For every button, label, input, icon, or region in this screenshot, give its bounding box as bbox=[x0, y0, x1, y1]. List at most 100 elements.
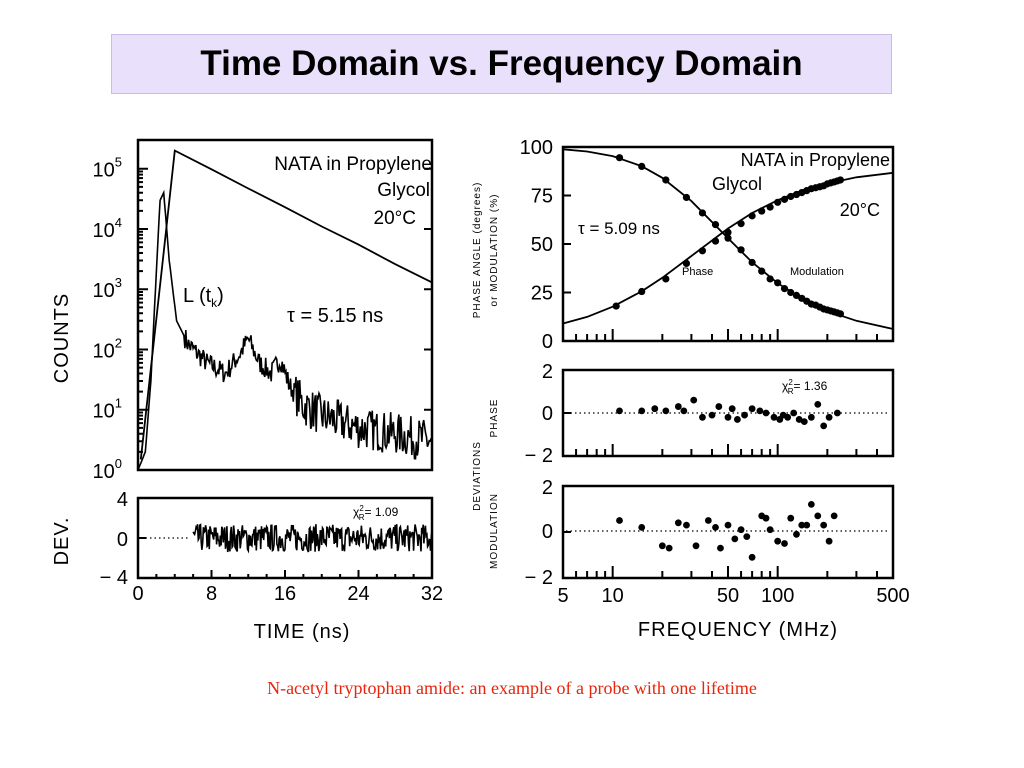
time-x-tick-label: 24 bbox=[347, 583, 369, 605]
freq-annotation-temperature: 20°C bbox=[840, 200, 880, 220]
mod-dev-panel: 2 0 − 2 MODULATION DEVIATIONS 5 10 50 100 50… bbox=[472, 441, 910, 641]
freq-y-tick-label: 100 bbox=[520, 137, 553, 159]
phase-dev-point bbox=[748, 405, 756, 413]
mod-dev-points bbox=[616, 501, 838, 561]
decay-annotation-temperature: 20°C bbox=[374, 208, 416, 229]
mod-dev-point bbox=[712, 524, 719, 531]
phase-data-point bbox=[780, 195, 789, 203]
phase-chi-symbol: χ bbox=[782, 379, 789, 393]
lamp-label-sub: k bbox=[211, 296, 218, 310]
phase-data-points bbox=[612, 176, 845, 310]
mod-dev-point bbox=[748, 553, 756, 561]
modulation-data-point bbox=[836, 310, 845, 318]
time-axis-label: TIME (ns) bbox=[254, 621, 351, 643]
phase-dev-point bbox=[708, 411, 716, 419]
time-x-tick-label: 8 bbox=[206, 583, 217, 605]
mod-dev-frame bbox=[561, 484, 895, 580]
tick-base: 10 bbox=[93, 461, 115, 483]
phase-dev-points bbox=[616, 396, 841, 430]
phase-dev-point bbox=[790, 409, 798, 417]
modulation-data-point bbox=[615, 154, 624, 162]
modulation-data-point bbox=[787, 288, 795, 297]
mod-dev-tick-2: 2 bbox=[542, 477, 553, 499]
modulation-data-point bbox=[698, 209, 707, 217]
time-x-tick-label: 32 bbox=[421, 583, 443, 605]
phase-dev-point bbox=[728, 405, 736, 413]
decay-curve bbox=[139, 149, 433, 460]
tick-base: 10 bbox=[93, 340, 115, 362]
freq-x-tick-label: 500 bbox=[876, 585, 909, 607]
phase-data-point bbox=[612, 302, 620, 310]
dev-ticks bbox=[137, 497, 433, 579]
mod-dev-point bbox=[638, 524, 646, 531]
modulation-data-point bbox=[638, 162, 646, 170]
mod-dev-axis-label: MODULATION bbox=[489, 493, 500, 569]
dev-tick-label-neg4: − 4 bbox=[100, 567, 128, 589]
freq-y-tick-labels: 100 75 50 25 0 bbox=[520, 137, 553, 353]
phase-dev-point bbox=[733, 416, 741, 423]
phase-chi-sup: 2 bbox=[788, 378, 793, 387]
phase-data-point bbox=[758, 207, 766, 215]
freq-x-tick-label: 10 bbox=[602, 585, 624, 607]
dev-chi-label: χ2 R= 1.09 bbox=[353, 504, 399, 522]
mod-dev-ticks bbox=[562, 485, 894, 579]
modulation-data-point bbox=[766, 275, 774, 283]
decay-y-tick-label: 104 bbox=[93, 215, 122, 242]
freq-y-tick-label: 25 bbox=[531, 283, 553, 305]
phase-data-point bbox=[682, 259, 691, 267]
phase-dev-point bbox=[638, 407, 646, 415]
dev-chi-sup: 2 bbox=[359, 504, 364, 513]
phase-data-point bbox=[748, 212, 756, 220]
phase-data-point bbox=[737, 220, 745, 228]
phase-data-point bbox=[836, 176, 845, 184]
decay-plot-frame bbox=[136, 138, 434, 472]
phase-dev-point bbox=[715, 403, 723, 410]
freq-main-panel: 100 75 50 25 0 NATA in Propylene Glycol 20°C… bbox=[472, 137, 895, 353]
freq-y-tick-label: 0 bbox=[542, 331, 553, 353]
phase-dev-point bbox=[800, 418, 808, 425]
dev-chi-value: = 1.09 bbox=[365, 505, 399, 519]
phase-dev-point bbox=[784, 413, 792, 421]
phase-dev-point bbox=[651, 405, 659, 413]
decay-y-tick-label: 101 bbox=[93, 396, 122, 423]
freq-annotation-sample: NATA in Propylene bbox=[741, 150, 890, 170]
phase-dev-point bbox=[680, 407, 688, 415]
phase-dev-point bbox=[825, 413, 833, 421]
freq-y-tick-label: 50 bbox=[531, 234, 553, 256]
mod-dev-point bbox=[766, 526, 774, 534]
freq-y-tick-label: 75 bbox=[531, 186, 553, 208]
phase-data-point bbox=[774, 198, 782, 206]
phase-dev-point bbox=[662, 407, 670, 415]
time-x-tick-labels: 0 8 16 24 32 bbox=[132, 583, 443, 605]
title-box: Time Domain vs. Frequency Domain bbox=[111, 34, 892, 94]
phase-dev-tick-neg2: − 2 bbox=[525, 445, 553, 467]
dev-axis-label: DEV. bbox=[51, 517, 73, 566]
mod-dev-point bbox=[787, 514, 795, 522]
slide-caption: N-acetyl tryptophan amide: an example of… bbox=[267, 678, 757, 698]
time-dev-panel: 4 0 − 4 χ2 R= 1.09 DEV. 0 8 16 24 32 TIME (ns… bbox=[51, 489, 443, 643]
modulation-data-point bbox=[724, 234, 732, 242]
freq-annotation-solvent: Glycol bbox=[712, 174, 762, 194]
mod-dev-point bbox=[820, 521, 828, 529]
phase-dev-point bbox=[699, 413, 706, 421]
tick-exp: 2 bbox=[115, 335, 122, 350]
slide-title: Time Domain vs. Frequency Domain bbox=[200, 44, 803, 83]
tick-exp: 1 bbox=[115, 396, 122, 411]
phase-dev-tick-0: 0 bbox=[542, 403, 553, 425]
freq-tau-label: τ = 5.09 ns bbox=[578, 219, 660, 238]
mod-dev-point bbox=[825, 537, 833, 545]
decay-annotation-sample: NATA in Propylene bbox=[274, 154, 432, 175]
time-x-tick-label: 0 bbox=[132, 583, 143, 605]
modulation-data-point bbox=[792, 291, 801, 300]
phase-dev-point bbox=[756, 407, 764, 415]
phase-dev-axis-label: PHASE bbox=[489, 399, 500, 438]
mod-dev-point bbox=[781, 540, 788, 547]
modulation-data-points bbox=[615, 154, 845, 318]
phase-dev-point bbox=[762, 409, 770, 417]
mod-dev-point bbox=[830, 512, 838, 520]
phase-data-point bbox=[662, 275, 670, 283]
deviations-axis-label: DEVIATIONS bbox=[472, 441, 483, 511]
phase-fit-curve bbox=[562, 171, 894, 325]
modulation-series-label: Modulation bbox=[790, 266, 844, 278]
modulation-data-point bbox=[711, 221, 720, 229]
